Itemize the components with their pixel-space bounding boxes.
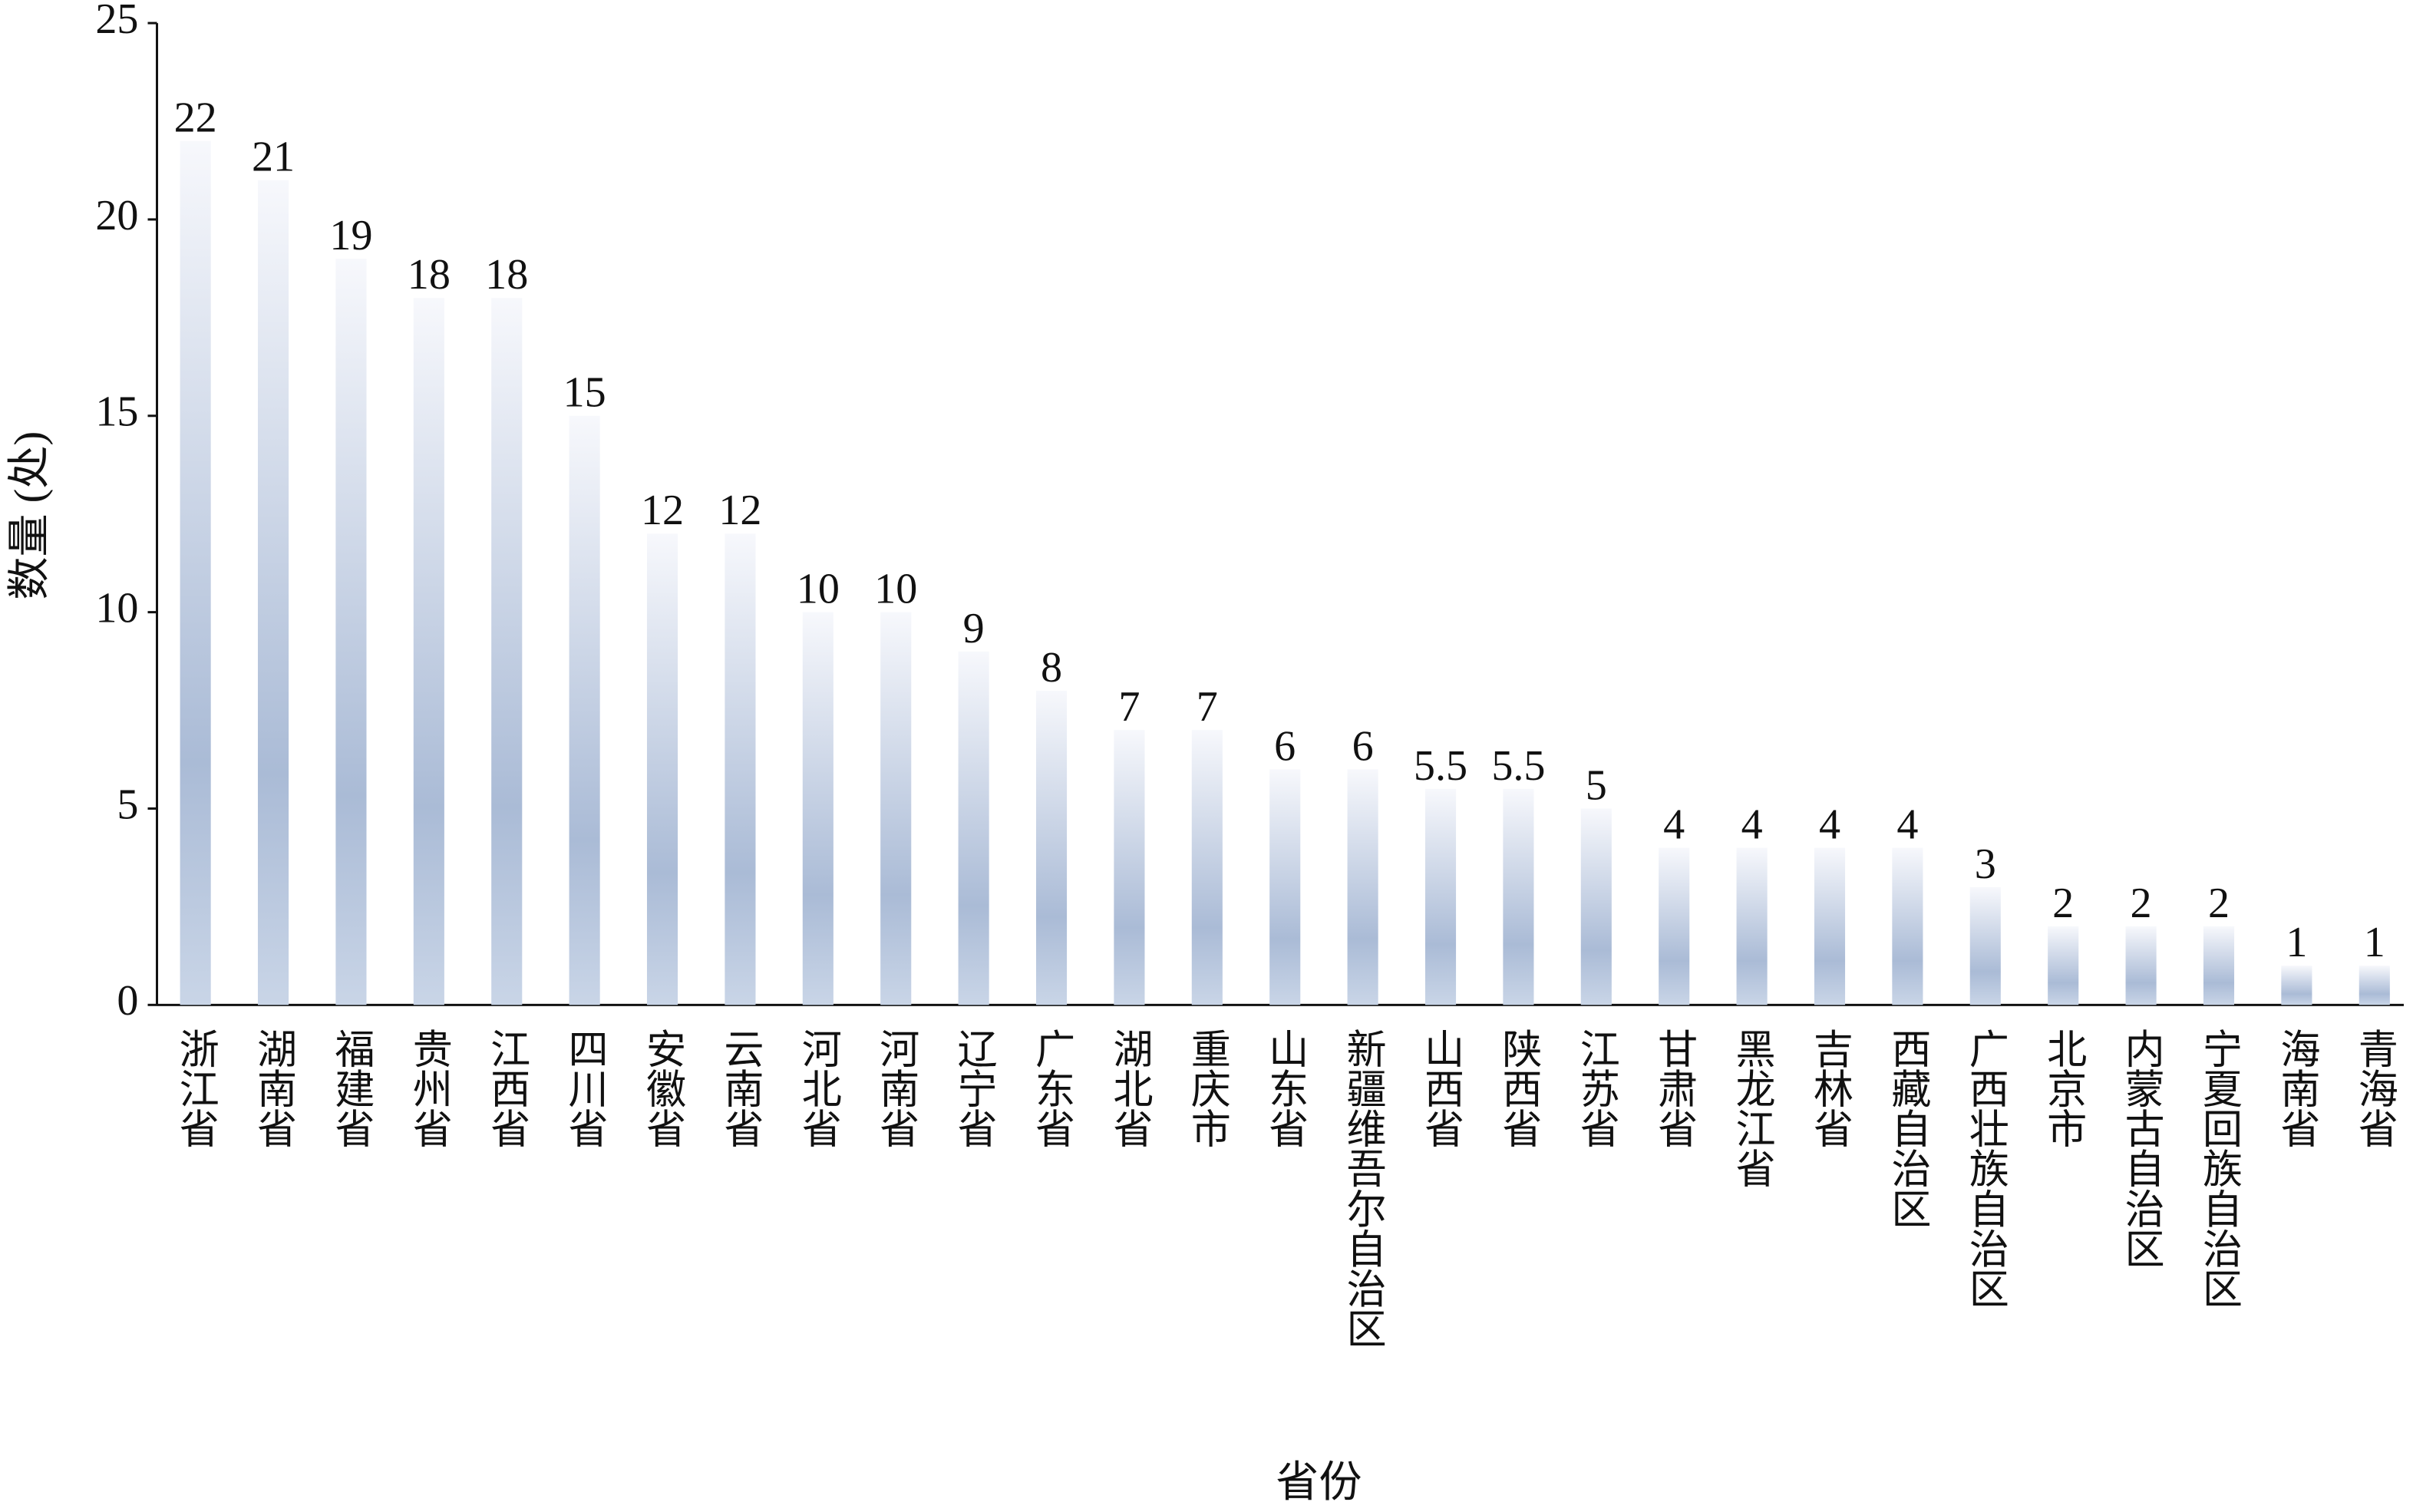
x-tick-label: 江西省 — [485, 1028, 530, 1147]
value-label: 19 — [329, 212, 372, 259]
y-tick-label: 5 — [117, 781, 138, 828]
bar — [1814, 847, 1846, 1005]
value-label: 6 — [1274, 722, 1296, 770]
value-label: 4 — [1819, 801, 1840, 849]
value-label: 18 — [408, 251, 451, 299]
bar — [1424, 788, 1457, 1005]
x-tick-label: 湖南省 — [252, 1028, 296, 1147]
value-label: 2 — [2052, 880, 2074, 927]
x-tick-label: 河南省 — [874, 1028, 919, 1147]
bar — [569, 415, 600, 1005]
value-label: 3 — [1975, 840, 1996, 888]
bar — [1659, 847, 1690, 1005]
x-tick-label: 黑龙江省 — [1730, 1028, 1774, 1188]
value-label: 18 — [485, 251, 528, 299]
x-axis-label: 省份 — [1276, 1459, 1362, 1507]
y-tick-label: 25 — [95, 0, 138, 43]
value-label: 2 — [2208, 880, 2230, 927]
x-tick-label: 浙江省 — [173, 1028, 218, 1147]
bar — [2048, 926, 2079, 1005]
bar — [1114, 730, 1145, 1005]
y-tick-label: 20 — [95, 192, 138, 239]
x-tick-label: 陕西省 — [1497, 1028, 1541, 1147]
bar — [725, 533, 756, 1005]
bar — [1035, 690, 1068, 1005]
x-tick-label: 山东省 — [1263, 1028, 1308, 1147]
bar — [1892, 847, 1923, 1005]
value-label: 4 — [1741, 801, 1763, 849]
y-tick-label: 0 — [117, 977, 138, 1025]
value-label: 4 — [1663, 801, 1685, 849]
value-label: 2 — [2131, 880, 2152, 927]
x-tick-label: 安徽省 — [641, 1028, 685, 1147]
bar — [958, 651, 989, 1005]
value-label: 10 — [797, 566, 840, 613]
bar — [2359, 966, 2390, 1005]
x-tick-label: 西藏自治区 — [1886, 1028, 1930, 1228]
y-axis-label: 数量 (处) — [6, 431, 54, 600]
x-tick-label: 河北省 — [796, 1028, 840, 1147]
x-tick-label: 青海省 — [2352, 1028, 2397, 1147]
bar — [413, 298, 444, 1005]
bar — [1503, 788, 1534, 1005]
value-label: 12 — [718, 487, 761, 534]
value-label: 8 — [1041, 644, 1062, 692]
x-tick-label: 广西壮族自治区 — [1963, 1028, 2008, 1308]
x-tick-label: 海南省 — [2275, 1028, 2319, 1147]
x-tick-label: 山西省 — [1419, 1028, 1464, 1147]
value-label: 1 — [2286, 919, 2307, 966]
value-label: 4 — [1896, 801, 1918, 849]
x-tick-label: 内蒙古自治区 — [2119, 1028, 2163, 1268]
value-label: 21 — [252, 134, 295, 181]
bar — [335, 259, 367, 1005]
x-tick-label: 湖北省 — [1107, 1028, 1152, 1147]
x-tick-label: 北京市 — [2042, 1028, 2086, 1147]
bar — [1736, 847, 1768, 1005]
bar — [180, 140, 211, 1005]
bar — [802, 612, 833, 1005]
value-label: 7 — [1197, 683, 1218, 731]
bar — [1969, 886, 2001, 1005]
bar — [1269, 769, 1301, 1005]
bar — [1191, 730, 1223, 1005]
value-label: 9 — [963, 605, 985, 652]
bar — [2203, 926, 2235, 1005]
x-tick-label: 重庆市 — [1185, 1028, 1230, 1147]
value-label: 5.5 — [1491, 742, 1545, 790]
value-label: 6 — [1352, 722, 1374, 770]
x-tick-label: 贵州省 — [407, 1028, 451, 1147]
x-tick-label: 新疆维吾尔自治区 — [1341, 1028, 1385, 1348]
value-label: 12 — [641, 487, 684, 534]
value-label: 7 — [1118, 683, 1140, 731]
x-tick-label: 甘肃省 — [1652, 1028, 1697, 1147]
bar — [2125, 926, 2157, 1005]
x-tick-label: 辽宁省 — [952, 1028, 996, 1147]
value-label: 15 — [563, 369, 606, 417]
value-label: 5.5 — [1414, 742, 1467, 790]
x-tick-label: 云南省 — [718, 1028, 763, 1147]
bar — [257, 180, 289, 1005]
bar — [646, 533, 678, 1005]
x-tick-label: 吉林省 — [1808, 1028, 1853, 1147]
bar — [491, 298, 523, 1005]
x-tick-label: 宁夏回族自治区 — [2197, 1028, 2241, 1308]
x-tick-label: 福建省 — [329, 1028, 375, 1147]
x-tick-label: 江苏省 — [1574, 1028, 1619, 1147]
value-label: 22 — [174, 94, 217, 142]
y-tick-label: 10 — [95, 585, 138, 632]
bar — [2281, 966, 2312, 1005]
bar — [1347, 769, 1378, 1005]
x-tick-label: 广东省 — [1030, 1028, 1074, 1147]
value-label: 5 — [1586, 761, 1607, 809]
y-tick-label: 15 — [95, 388, 138, 436]
bar — [1580, 808, 1612, 1005]
bar — [880, 612, 912, 1005]
value-label: 10 — [874, 566, 917, 613]
x-tick-label: 四川省 — [563, 1028, 607, 1147]
value-label: 1 — [2364, 919, 2385, 966]
